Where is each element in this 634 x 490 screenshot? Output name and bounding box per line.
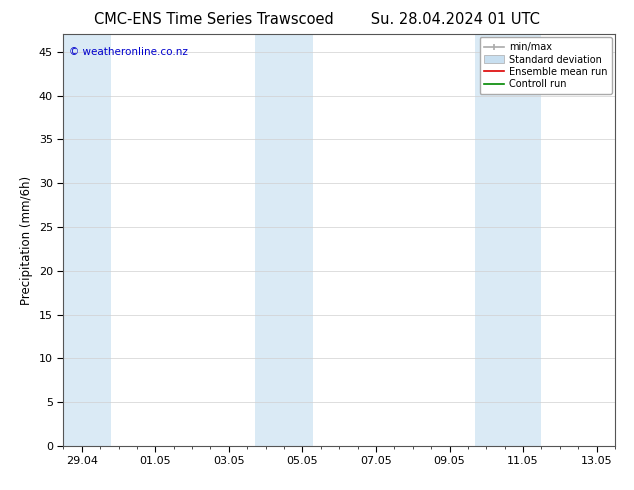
Bar xyxy=(255,34,284,446)
Y-axis label: Precipitation (mm/6h): Precipitation (mm/6h) xyxy=(20,175,34,305)
Bar xyxy=(505,34,541,446)
Text: © weatheronline.co.nz: © weatheronline.co.nz xyxy=(69,47,188,57)
Bar xyxy=(63,34,111,446)
Legend: min/max, Standard deviation, Ensemble mean run, Controll run: min/max, Standard deviation, Ensemble me… xyxy=(479,37,612,94)
Bar xyxy=(284,34,313,446)
Text: CMC-ENS Time Series Trawscoed        Su. 28.04.2024 01 UTC: CMC-ENS Time Series Trawscoed Su. 28.04.… xyxy=(94,12,540,27)
Bar xyxy=(476,34,505,446)
